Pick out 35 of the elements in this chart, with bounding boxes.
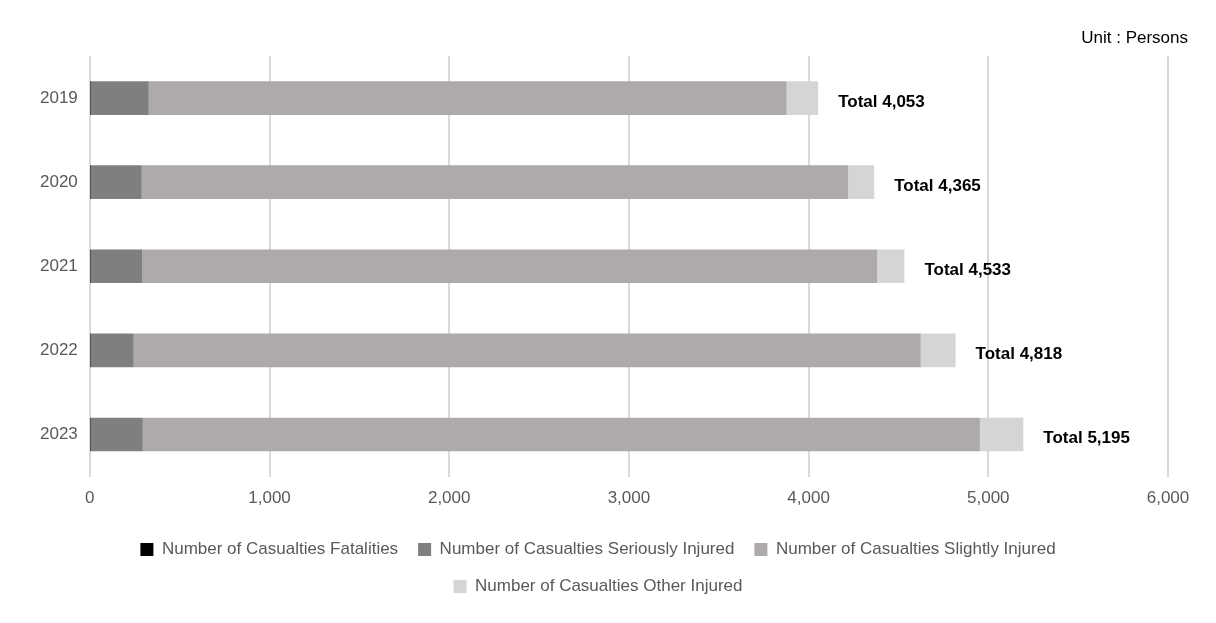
bar xyxy=(148,81,787,115)
x-tick-label: 1,000 xyxy=(248,488,291,508)
total-label: Total 4,365 xyxy=(894,175,981,195)
y-tick-label: 2020 xyxy=(39,171,78,191)
total-label: Total 4,818 xyxy=(975,344,1063,364)
y-tick-label: 2022 xyxy=(39,340,78,360)
legend-label: Number of Casualties Other Injured xyxy=(475,576,743,596)
bar xyxy=(90,417,143,452)
bar xyxy=(141,165,849,199)
legend-label: Number of Casualties Seriously Injured xyxy=(439,539,735,559)
total-label: Total 4,533 xyxy=(924,259,1012,279)
total-label: Total 4,053 xyxy=(838,91,925,111)
x-tick-label: 2,000 xyxy=(427,488,471,508)
x-tick-label: 0 xyxy=(85,488,95,508)
bar xyxy=(142,417,980,452)
x-tick-label: 6,000 xyxy=(1146,488,1190,508)
y-tick-label: 2019 xyxy=(39,87,78,107)
text: Unit : Persons xyxy=(1081,28,1188,48)
legend-label: Number of Casualties Fatalities xyxy=(161,539,399,559)
x-tick-label: 4,000 xyxy=(787,488,830,508)
bar xyxy=(877,249,905,284)
bar xyxy=(133,333,921,368)
bar xyxy=(90,165,142,199)
bar xyxy=(848,165,875,199)
bar xyxy=(90,81,149,115)
y-tick-label: 2021 xyxy=(39,255,78,275)
x-tick-label: 5,000 xyxy=(967,488,1010,508)
y-tick-label: 2023 xyxy=(39,424,78,444)
bar xyxy=(90,333,134,368)
total-label: Total 5,195 xyxy=(1043,428,1130,448)
legend-label: Number of Casualties Slightly Injured xyxy=(775,539,1056,559)
bar xyxy=(142,249,878,284)
bar xyxy=(920,333,956,368)
bar xyxy=(90,249,143,284)
x-tick-label: 3,000 xyxy=(607,488,651,508)
